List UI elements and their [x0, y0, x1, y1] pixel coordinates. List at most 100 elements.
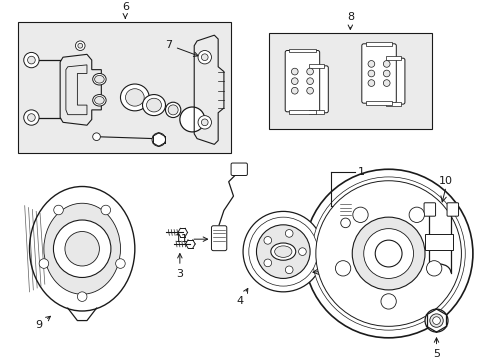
Bar — [385, 102, 400, 106]
Circle shape — [198, 50, 211, 64]
Circle shape — [115, 259, 125, 268]
Bar — [424, 234, 452, 250]
Ellipse shape — [168, 105, 178, 115]
Text: 9: 9 — [36, 316, 50, 330]
Ellipse shape — [270, 243, 295, 260]
Circle shape — [306, 87, 313, 94]
Circle shape — [311, 177, 464, 330]
Circle shape — [367, 60, 374, 67]
Circle shape — [285, 266, 292, 274]
Text: 3: 3 — [176, 253, 183, 279]
Circle shape — [27, 56, 35, 64]
Circle shape — [306, 68, 313, 75]
Ellipse shape — [94, 96, 104, 104]
Bar — [308, 64, 324, 68]
Circle shape — [298, 248, 305, 256]
Circle shape — [93, 133, 100, 140]
Ellipse shape — [125, 89, 144, 106]
Circle shape — [306, 78, 313, 85]
Circle shape — [363, 229, 413, 278]
Ellipse shape — [165, 102, 181, 118]
Bar — [18, 22, 230, 153]
Circle shape — [264, 237, 271, 244]
Circle shape — [291, 87, 298, 94]
Circle shape — [201, 54, 208, 60]
FancyBboxPatch shape — [338, 201, 351, 220]
Circle shape — [24, 110, 39, 125]
Circle shape — [383, 80, 389, 86]
FancyBboxPatch shape — [446, 203, 458, 216]
Circle shape — [101, 205, 110, 215]
Circle shape — [429, 314, 442, 327]
Ellipse shape — [29, 186, 135, 311]
Circle shape — [374, 240, 401, 267]
Circle shape — [383, 70, 389, 77]
Bar — [288, 49, 315, 53]
Circle shape — [198, 116, 211, 129]
Bar — [365, 101, 392, 105]
Circle shape — [24, 53, 39, 68]
Circle shape — [152, 133, 165, 146]
Circle shape — [65, 231, 99, 266]
Ellipse shape — [274, 246, 291, 257]
Circle shape — [54, 205, 63, 215]
Circle shape — [380, 294, 395, 309]
Text: 11: 11 — [174, 234, 207, 244]
Circle shape — [53, 220, 111, 278]
Circle shape — [408, 207, 424, 222]
Ellipse shape — [94, 75, 104, 83]
FancyBboxPatch shape — [305, 66, 327, 113]
Circle shape — [367, 70, 374, 77]
Circle shape — [201, 119, 208, 126]
Bar — [308, 110, 324, 114]
Circle shape — [367, 80, 374, 86]
Bar — [365, 42, 392, 46]
Circle shape — [77, 292, 87, 301]
Circle shape — [39, 259, 49, 268]
Ellipse shape — [142, 95, 165, 116]
FancyBboxPatch shape — [361, 44, 395, 103]
Circle shape — [383, 60, 389, 67]
Circle shape — [264, 259, 271, 267]
Bar — [385, 56, 400, 60]
Circle shape — [335, 261, 350, 276]
Circle shape — [432, 317, 440, 324]
Circle shape — [75, 41, 85, 50]
FancyBboxPatch shape — [231, 163, 247, 175]
Text: 6: 6 — [122, 2, 128, 18]
Bar — [268, 33, 431, 129]
Circle shape — [424, 309, 447, 332]
Circle shape — [243, 211, 323, 292]
Circle shape — [352, 207, 367, 222]
Circle shape — [248, 217, 317, 286]
Circle shape — [304, 169, 472, 338]
Circle shape — [426, 261, 441, 276]
Text: 7: 7 — [164, 40, 198, 57]
Text: 1: 1 — [357, 167, 364, 177]
Circle shape — [27, 114, 35, 121]
Ellipse shape — [93, 95, 106, 106]
Ellipse shape — [93, 73, 106, 85]
Circle shape — [315, 181, 461, 326]
Ellipse shape — [44, 203, 120, 294]
Circle shape — [285, 230, 292, 237]
Ellipse shape — [146, 98, 161, 112]
Circle shape — [340, 218, 349, 228]
Circle shape — [351, 217, 424, 290]
Text: 5: 5 — [432, 338, 439, 359]
Circle shape — [256, 225, 309, 278]
Text: 10: 10 — [438, 176, 452, 186]
Bar — [288, 110, 315, 114]
Polygon shape — [66, 65, 87, 115]
Text: 4: 4 — [236, 288, 247, 306]
FancyBboxPatch shape — [423, 203, 435, 216]
FancyBboxPatch shape — [285, 50, 319, 112]
Circle shape — [180, 107, 204, 132]
Text: 8: 8 — [346, 12, 353, 30]
Circle shape — [291, 78, 298, 85]
FancyBboxPatch shape — [381, 58, 404, 104]
Circle shape — [78, 43, 82, 48]
Text: 2: 2 — [357, 201, 365, 211]
Circle shape — [291, 68, 298, 75]
FancyBboxPatch shape — [211, 226, 226, 251]
